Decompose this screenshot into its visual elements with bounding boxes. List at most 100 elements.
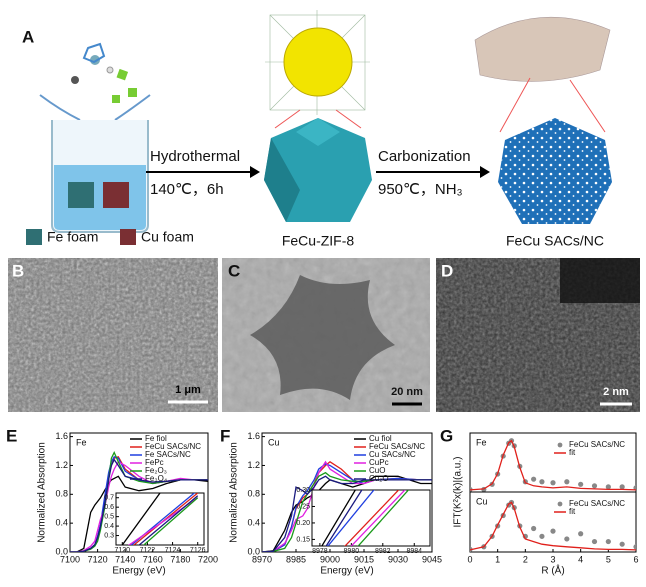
panel-label: D	[441, 261, 453, 280]
panel-label: C	[228, 261, 240, 280]
y-tick-label: 1.2	[247, 460, 260, 470]
x-tick-label: 1	[495, 554, 500, 564]
scale-label: 20 nm	[391, 386, 423, 398]
data-point	[531, 476, 537, 482]
panel-label: F	[220, 426, 230, 445]
y-axis-label: IFT(K²x(k)|(a.u.)	[453, 457, 464, 528]
legend-label: Fe SACs/NC	[145, 450, 191, 459]
series-line	[321, 490, 357, 546]
x-tick-label: 6	[633, 554, 638, 564]
series-line	[70, 458, 208, 552]
x-tick-label: 3	[550, 554, 555, 564]
series-line	[344, 490, 400, 546]
y-tick-label: 0.0	[247, 546, 260, 556]
x-tick-label: 8985	[286, 554, 306, 564]
legend-label: CuO	[369, 466, 385, 475]
panel-label: B	[12, 261, 24, 280]
series-line	[142, 497, 199, 545]
x-tick-label: 7200	[198, 554, 218, 564]
element-label: Fe	[76, 437, 87, 447]
tem-image	[222, 258, 430, 412]
y-tick-label: 0.4	[247, 518, 260, 528]
scale-label: 2 nm	[603, 386, 629, 398]
legend-label: Cu SACs/NC	[369, 450, 416, 459]
y-tick-label: 0.5	[104, 513, 114, 520]
legend-label: FeCu SACs/NC	[145, 442, 201, 451]
y-tick-label: 0.7	[104, 495, 114, 502]
series-line	[327, 490, 375, 546]
step-method: Carbonization	[378, 148, 471, 165]
data-point	[564, 536, 570, 542]
x-axis-label: Energy (eV)	[112, 566, 165, 577]
x-axis-label: Energy (eV)	[320, 566, 373, 577]
x-tick-label: 5	[606, 554, 611, 564]
x-tick-label: 7124	[165, 547, 181, 554]
x-tick-label: 7160	[143, 554, 163, 564]
series-line	[470, 439, 636, 491]
series-line	[357, 490, 410, 546]
y-tick-label: 1.2	[55, 460, 68, 470]
data-point	[591, 483, 598, 489]
data-point	[550, 480, 556, 486]
series-group	[321, 490, 410, 546]
series-line	[470, 501, 636, 551]
data-point	[633, 544, 636, 550]
x-tick-label: 7140	[115, 554, 135, 564]
data-point	[605, 538, 611, 545]
y-tick-label: 0.0	[55, 546, 68, 556]
y-tick-label: 1.6	[247, 431, 260, 441]
product-label: FeCu SACs/NC	[506, 233, 604, 249]
series-group	[70, 450, 208, 552]
x-tick-label: 9045	[422, 554, 442, 564]
y-tick-label: 0.15	[296, 536, 310, 543]
sac-crystal	[474, 16, 612, 224]
y-tick-label: 0.8	[55, 489, 68, 499]
y-tick-label: 0.25	[296, 503, 310, 510]
x-axis-label: R (Å)	[541, 564, 564, 577]
x-tick-label: 0	[467, 554, 472, 564]
data-point	[564, 479, 570, 485]
beaker	[26, 42, 151, 245]
data-point	[539, 479, 545, 485]
legend-label: FeCu SACs/NC	[569, 440, 625, 449]
legend-label: FeCu SACs/NC	[569, 499, 625, 508]
y-axis-label: Normalized Absorption	[229, 442, 240, 543]
series-group	[470, 499, 636, 552]
x-tick-label: 7120	[114, 547, 130, 554]
panel-label: G	[440, 426, 453, 445]
x-tick-label: 8980	[344, 548, 360, 555]
element-label: Fe	[476, 437, 487, 447]
legend-label: CuPc	[369, 458, 389, 467]
y-axis-label: Normalized Absorption	[37, 442, 48, 543]
y-tick-label: 0.4	[104, 523, 114, 530]
arrow-head	[480, 166, 490, 178]
data-point	[578, 531, 584, 537]
step-conditions: 140℃，6h	[150, 181, 224, 198]
series-line	[325, 490, 363, 546]
scale-label: 1 μm	[175, 384, 201, 396]
x-tick-label: 8978	[312, 548, 328, 555]
legend-marker	[557, 501, 563, 507]
legend-label: Cu₂O	[369, 474, 389, 483]
data-point	[550, 528, 556, 534]
x-tick-label: 8970	[252, 554, 272, 564]
step-conditions: 950℃，NH₃	[378, 181, 463, 198]
data-point	[591, 538, 598, 545]
series-group	[470, 438, 636, 492]
legend-label: FeCu SACs/NC	[369, 442, 425, 451]
element-label: Cu	[476, 496, 488, 506]
series-line	[262, 475, 432, 552]
haadf-image	[436, 258, 640, 412]
x-tick-label: 7126	[190, 547, 206, 554]
x-tick-label: 9030	[388, 554, 408, 564]
y-tick-label: 0.4	[55, 518, 68, 528]
x-tick-label: 9015	[354, 554, 374, 564]
x-tick-label: 7100	[60, 554, 80, 564]
legend-label: Cu fiol	[369, 434, 392, 443]
y-tick-label: 0.8	[247, 489, 260, 499]
panel-label: A	[22, 27, 34, 46]
zif-crystal	[264, 10, 372, 222]
legend-label: Fe₂O₃	[145, 466, 167, 475]
y-tick-label: 0.6	[104, 504, 114, 511]
